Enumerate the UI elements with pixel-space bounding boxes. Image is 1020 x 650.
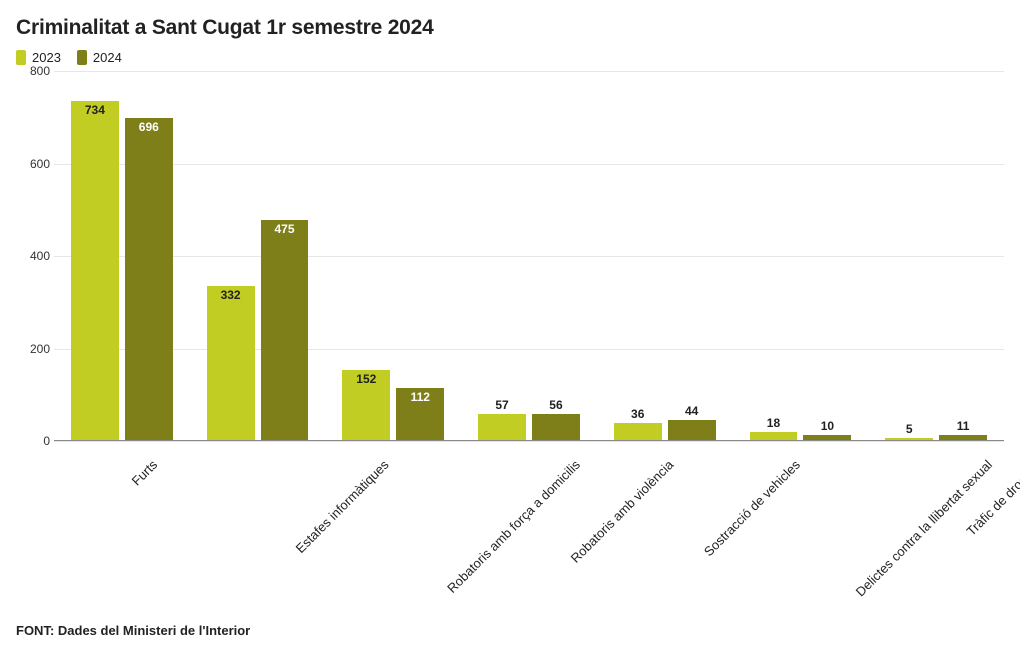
category-label: Furts [129,457,161,489]
y-tick-label: 200 [30,342,50,356]
legend: 2023 2024 [16,50,1004,65]
bar [614,423,662,440]
category-label: Estafes informàtiques [292,457,391,556]
legend-swatch-icon [16,50,26,65]
y-tick-label: 600 [30,157,50,171]
bar-value-label: 10 [803,419,851,435]
bar-value-label: 11 [939,419,987,435]
legend-item-2023: 2023 [16,50,61,65]
bar: 734 [71,101,119,440]
x-axis-labels: Furts Estafes informàtiques Robatoris amb … [54,449,1004,649]
y-tick-label: 0 [43,434,50,448]
plot-area: 0200400600800 73469633247515211257563644… [16,71,1004,441]
chart-title: Criminalitat a Sant Cugat 1r semestre 20… [16,16,1004,40]
bar-group: 734 696 [71,70,173,440]
bar-group: 1810 [750,70,852,440]
bar [532,414,580,440]
bar-value-label: 332 [207,288,255,302]
gridline [54,441,1004,442]
bar-value-label: 696 [125,120,173,134]
bar: 112 [396,388,444,440]
bar: 475 [261,220,309,440]
bar [939,435,987,440]
bar-group: 36 44 [614,70,716,440]
bar-value-label: 56 [532,398,580,414]
bar-value-label: 734 [71,103,119,117]
bar-group: 152 112 [342,70,444,440]
bar [803,435,851,440]
bar [478,414,526,440]
bar [750,432,798,440]
y-axis: 0200400600800 [16,71,54,441]
bar-value-label: 5 [885,422,933,438]
bar [885,438,933,440]
bar-group: 332 475 [207,70,309,440]
bar-value-label: 44 [668,404,716,420]
legend-item-2024: 2024 [77,50,122,65]
source-text: FONT: Dades del Ministeri de l'Interior [16,623,250,638]
legend-swatch-icon [77,50,87,65]
bar-value-label: 112 [396,390,444,404]
bar-value-label: 57 [478,398,526,414]
bar-group: 57 56 [478,70,580,440]
category-label: Robatoris amb força a domicilis [444,457,583,596]
chart-container: Criminalitat a Sant Cugat 1r semestre 20… [0,0,1020,650]
bar-value-label: 475 [261,222,309,236]
y-tick-label: 400 [30,249,50,263]
y-tick-label: 800 [30,64,50,78]
bar-group: 5 11 [885,70,987,440]
bar: 332 [207,286,255,440]
legend-label: 2024 [93,50,122,65]
category-label: Sostracció de vehicles [701,457,803,559]
category-label: Robatoris amb violència [568,457,677,566]
bar: 696 [125,118,173,440]
legend-label: 2023 [32,50,61,65]
bar: 152 [342,370,390,440]
plot: 734696332475152112575636441810511 [54,71,1004,441]
bar-value-label: 36 [614,407,662,423]
bar-value-label: 18 [750,416,798,432]
bar [668,420,716,440]
bar-value-label: 152 [342,372,390,386]
